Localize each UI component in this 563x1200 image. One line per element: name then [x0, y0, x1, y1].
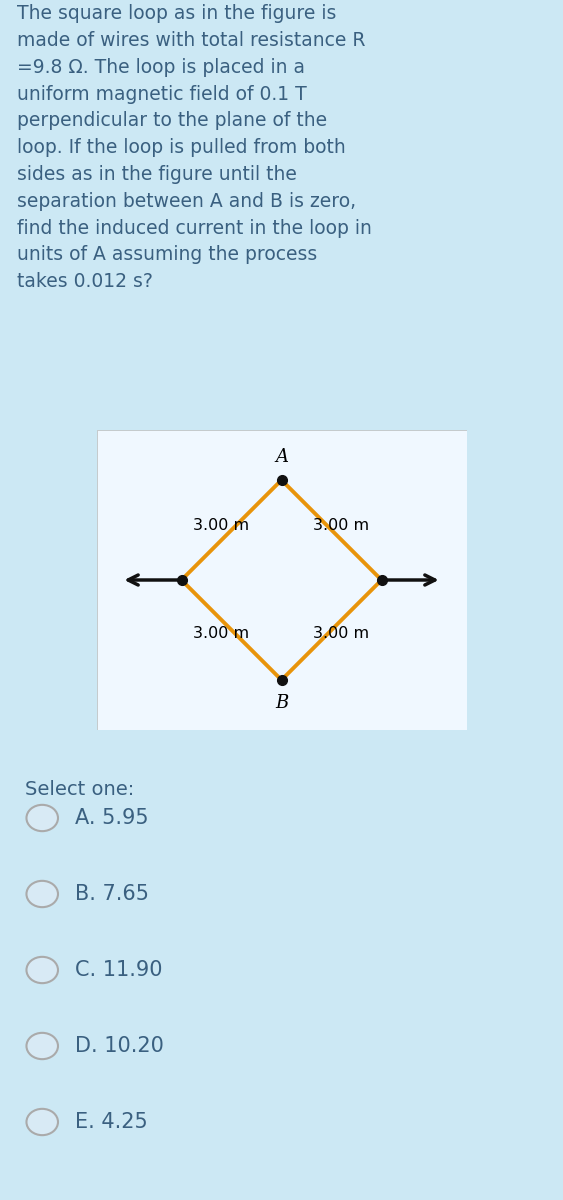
Text: The square loop as in the figure is
made of wires with total resistance R
=9.8 Ω: The square loop as in the figure is made…	[17, 5, 372, 292]
Text: B: B	[275, 694, 288, 712]
Circle shape	[26, 1033, 58, 1060]
Circle shape	[26, 805, 58, 832]
Circle shape	[26, 956, 58, 983]
Text: A: A	[275, 448, 288, 466]
Text: 3.00 m: 3.00 m	[194, 518, 249, 534]
Circle shape	[26, 881, 58, 907]
Text: D. 10.20: D. 10.20	[75, 1036, 164, 1056]
Text: B. 7.65: B. 7.65	[75, 884, 149, 904]
Text: 3.00 m: 3.00 m	[194, 626, 249, 642]
Text: 3.00 m: 3.00 m	[314, 518, 369, 534]
Text: A. 5.95: A. 5.95	[75, 808, 149, 828]
Text: 3.00 m: 3.00 m	[314, 626, 369, 642]
FancyBboxPatch shape	[96, 430, 467, 730]
Text: E. 4.25: E. 4.25	[75, 1112, 148, 1132]
Circle shape	[26, 1109, 58, 1135]
Text: C. 11.90: C. 11.90	[75, 960, 162, 980]
Text: Select one:: Select one:	[25, 780, 135, 799]
